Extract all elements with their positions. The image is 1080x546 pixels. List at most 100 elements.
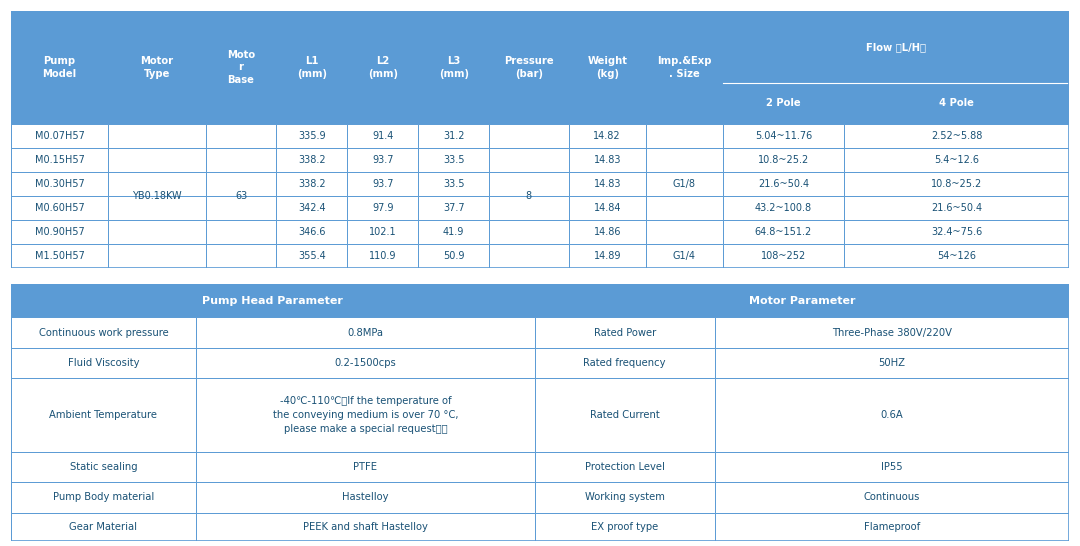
Bar	[489, 219, 568, 244]
Bar	[108, 148, 205, 172]
Bar	[11, 284, 535, 317]
Text: Three-Phase 380V/220V: Three-Phase 380V/220V	[832, 328, 951, 337]
Bar	[724, 11, 1069, 83]
Text: YB0.18KW: YB0.18KW	[132, 191, 181, 201]
Bar	[205, 11, 276, 124]
Bar	[715, 513, 1069, 541]
Bar	[724, 124, 843, 148]
Text: 4 Pole: 4 Pole	[939, 98, 974, 108]
Bar	[11, 172, 108, 195]
Text: Continuous: Continuous	[864, 492, 920, 502]
Text: 14.84: 14.84	[593, 203, 621, 212]
Bar	[276, 219, 348, 244]
Text: L3
(mm): L3 (mm)	[438, 56, 469, 79]
Bar	[348, 172, 418, 195]
Bar	[646, 219, 724, 244]
Bar	[348, 219, 418, 244]
Text: 50.9: 50.9	[443, 251, 464, 260]
Bar	[489, 244, 568, 268]
Bar	[535, 513, 715, 541]
Text: 64.8~151.2: 64.8~151.2	[755, 227, 812, 236]
Bar	[489, 148, 568, 172]
Bar	[646, 124, 724, 148]
Text: 33.5: 33.5	[443, 179, 464, 189]
Bar	[348, 148, 418, 172]
Text: Moto
r
Base: Moto r Base	[227, 50, 255, 85]
Bar	[568, 219, 646, 244]
Bar	[843, 244, 1069, 268]
Bar	[568, 172, 646, 195]
Text: 335.9: 335.9	[298, 131, 326, 141]
Bar	[108, 124, 205, 148]
Bar	[11, 11, 108, 124]
Text: L1
(mm): L1 (mm)	[297, 56, 327, 79]
Bar	[715, 348, 1069, 378]
Text: 37.7: 37.7	[443, 203, 464, 212]
Bar	[348, 195, 418, 219]
Text: 31.2: 31.2	[443, 131, 464, 141]
Bar	[197, 513, 535, 541]
Bar	[646, 195, 724, 219]
Bar	[11, 378, 197, 452]
Bar	[348, 124, 418, 148]
Bar	[724, 172, 843, 195]
Bar	[11, 317, 197, 348]
Bar	[108, 11, 205, 124]
Bar	[11, 513, 197, 541]
Bar	[535, 378, 715, 452]
Bar	[276, 195, 348, 219]
Bar	[197, 378, 535, 452]
Text: 97.9: 97.9	[373, 203, 393, 212]
Bar	[11, 348, 197, 378]
Text: Pump Body material: Pump Body material	[53, 492, 154, 502]
Bar	[205, 195, 276, 219]
Bar	[11, 482, 197, 513]
Text: 43.2~100.8: 43.2~100.8	[755, 203, 812, 212]
Bar	[568, 124, 646, 148]
Text: 63: 63	[234, 191, 247, 201]
Text: 14.82: 14.82	[593, 131, 621, 141]
Text: 93.7: 93.7	[373, 179, 393, 189]
Text: Pump Head Parameter: Pump Head Parameter	[202, 295, 343, 306]
Text: 21.6~50.4: 21.6~50.4	[758, 179, 809, 189]
Bar	[724, 83, 843, 124]
Text: 14.83: 14.83	[593, 179, 621, 189]
Text: 355.4: 355.4	[298, 251, 326, 260]
Bar	[715, 378, 1069, 452]
Bar	[418, 11, 489, 124]
Bar	[197, 482, 535, 513]
Bar	[108, 244, 205, 268]
Text: 50HZ: 50HZ	[878, 358, 905, 368]
Bar	[843, 124, 1069, 148]
Text: 32.4~75.6: 32.4~75.6	[931, 227, 982, 236]
Text: 2 Pole: 2 Pole	[766, 98, 800, 108]
Bar	[418, 244, 489, 268]
Text: 41.9: 41.9	[443, 227, 464, 236]
Bar	[535, 317, 715, 348]
Text: 346.6: 346.6	[298, 227, 326, 236]
Text: 0.6A: 0.6A	[880, 410, 903, 420]
Text: G1/8: G1/8	[673, 179, 696, 189]
Text: Pump
Model: Pump Model	[42, 56, 77, 79]
Text: 5.4~12.6: 5.4~12.6	[934, 155, 978, 165]
Bar	[568, 195, 646, 219]
Bar	[276, 244, 348, 268]
Text: 0.8MPa: 0.8MPa	[348, 328, 383, 337]
Bar	[843, 148, 1069, 172]
Bar	[197, 348, 535, 378]
Bar	[418, 195, 489, 219]
Bar	[489, 124, 568, 148]
Bar	[197, 452, 535, 482]
Text: PEEK and shaft Hastelloy: PEEK and shaft Hastelloy	[302, 521, 428, 532]
Bar	[489, 195, 568, 219]
Text: 14.86: 14.86	[593, 227, 621, 236]
Bar	[715, 482, 1069, 513]
Bar	[535, 284, 1069, 317]
Bar	[418, 124, 489, 148]
Bar	[646, 244, 724, 268]
Bar	[715, 452, 1069, 482]
Bar	[276, 148, 348, 172]
Bar	[205, 244, 276, 268]
Bar	[205, 124, 276, 148]
Bar	[418, 148, 489, 172]
